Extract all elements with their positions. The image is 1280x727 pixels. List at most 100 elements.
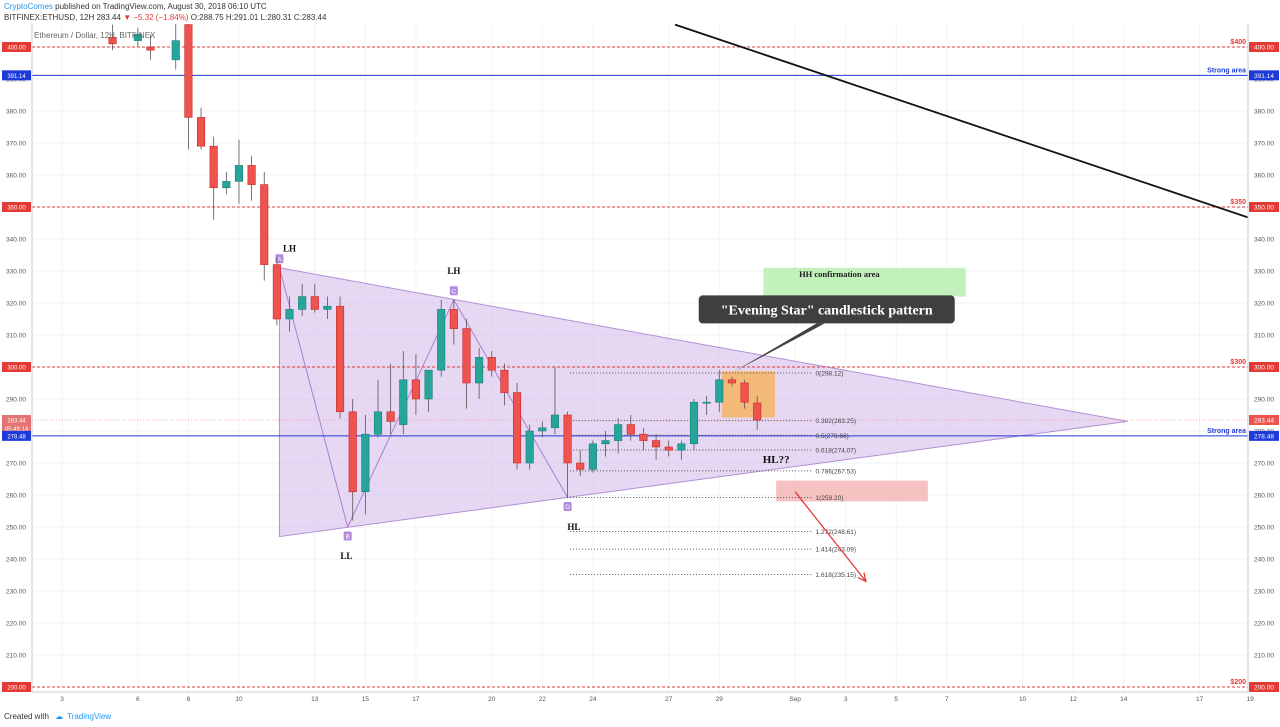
last-price-badge-label: 283.44 bbox=[1254, 417, 1274, 424]
y-tick-label-left: 370.00 bbox=[6, 141, 26, 148]
left-badge bbox=[2, 430, 31, 441]
zone-hh-confirmation bbox=[763, 267, 966, 297]
y-tick-label: 230.00 bbox=[1254, 589, 1274, 596]
candle-down bbox=[272, 264, 281, 320]
candle-up bbox=[133, 33, 142, 41]
candle-up bbox=[424, 369, 433, 400]
price-badge-label: 350.00 bbox=[1254, 205, 1274, 212]
swing-label: HL?? bbox=[763, 454, 790, 466]
footer-brand[interactable]: TradingView bbox=[67, 712, 112, 721]
y-tick-label: 370.00 bbox=[1254, 141, 1274, 148]
x-tick-label: 13 bbox=[311, 696, 319, 703]
price-change: −5.32 (−1.84%) bbox=[133, 13, 189, 22]
candle-up bbox=[234, 165, 244, 182]
chart-header: CryptoComes published on TradingView.com… bbox=[0, 0, 1280, 24]
y-tick-label: 320.00 bbox=[1254, 301, 1274, 308]
x-tick-label: 6 bbox=[136, 696, 140, 703]
callout-pointer bbox=[733, 323, 825, 372]
y-tick-label-left: 360.00 bbox=[6, 173, 26, 180]
x-tick-label: 10 bbox=[235, 696, 243, 703]
author-name[interactable]: CryptoComes bbox=[4, 2, 53, 11]
left-badge bbox=[2, 362, 31, 372]
candle-up bbox=[361, 433, 370, 493]
swing-label: LH bbox=[447, 266, 460, 276]
point-marker-c bbox=[449, 286, 458, 296]
candle-down bbox=[411, 379, 420, 400]
swing-label: LH bbox=[283, 244, 296, 254]
fib-label: 0.618(274.07) bbox=[816, 447, 856, 454]
price-badge bbox=[1249, 70, 1279, 81]
x-tick-label: 24 bbox=[589, 696, 597, 703]
fib-label: 0(298.12) bbox=[816, 371, 844, 378]
candle-down bbox=[664, 446, 673, 451]
price-badge-label: 400.00 bbox=[1254, 45, 1274, 52]
price-badge-label: 200.00 bbox=[1254, 685, 1274, 692]
candle-down bbox=[487, 357, 496, 371]
y-tick-label-left: 310.00 bbox=[6, 333, 26, 340]
swing-label: HL bbox=[567, 522, 580, 532]
y-tick-label-left: 260.00 bbox=[6, 493, 26, 500]
y-tick-label: 220.00 bbox=[1254, 621, 1274, 628]
point-marker-b bbox=[343, 531, 352, 541]
left-badge-label: 350.00 bbox=[7, 206, 26, 212]
footer-created: Created with bbox=[4, 712, 49, 721]
candle-up bbox=[525, 430, 534, 464]
candle-down bbox=[108, 37, 117, 45]
candle-up bbox=[285, 309, 294, 320]
fibonacci-levels: 0(298.12) 0.382(283.25) 0.5(278.66) 0.618(2… bbox=[570, 371, 856, 579]
left-badge bbox=[2, 42, 31, 52]
left-badge-label: 283.44 bbox=[7, 418, 26, 424]
x-tick-label: 8 bbox=[187, 696, 191, 703]
candle-up bbox=[601, 440, 610, 445]
point-label-b: B bbox=[345, 534, 349, 541]
candle-up bbox=[702, 401, 711, 404]
fib-label: 0.5(278.66) bbox=[816, 433, 849, 440]
y-tick-label: 310.00 bbox=[1254, 333, 1274, 340]
level-label: $200 bbox=[1230, 679, 1246, 686]
y-tick-label: 260.00 bbox=[1254, 493, 1274, 500]
candle-up bbox=[222, 181, 231, 189]
price-badge bbox=[1249, 430, 1279, 441]
trendline bbox=[674, 24, 1280, 230]
x-tick-label: 29 bbox=[716, 696, 724, 703]
left-badge bbox=[2, 414, 31, 425]
tradingview-logo-icon: ☁ bbox=[55, 712, 64, 721]
candle-down bbox=[146, 46, 155, 51]
swing-label: LL bbox=[340, 551, 352, 561]
y-tick-label-left: 230.00 bbox=[6, 589, 26, 596]
price-badge bbox=[1249, 682, 1279, 692]
callout-box bbox=[698, 295, 955, 324]
y-tick-label-left: 320.00 bbox=[6, 301, 26, 308]
x-tick-label: 14 bbox=[1120, 696, 1128, 703]
x-tick-label: 10 bbox=[1019, 696, 1027, 703]
y-tick-label: 290.00 bbox=[1254, 397, 1274, 404]
y-tick-label-left: 220.00 bbox=[6, 621, 26, 628]
x-tick-label: Sep bbox=[789, 696, 801, 703]
candle-down bbox=[626, 424, 635, 435]
x-tick-label: 17 bbox=[412, 696, 420, 703]
publish-line: CryptoComes published on TradingView.com… bbox=[4, 1, 267, 12]
y-tick-label: 250.00 bbox=[1254, 525, 1274, 532]
zones bbox=[721, 267, 966, 502]
x-tick-label: 3 bbox=[60, 696, 64, 703]
candle-up bbox=[715, 379, 724, 403]
candle-up bbox=[588, 443, 597, 470]
candle-down bbox=[336, 305, 345, 413]
candle-down bbox=[310, 296, 319, 310]
y-tick-label: 360.00 bbox=[1254, 173, 1274, 180]
x-tick-label: 20 bbox=[488, 696, 496, 703]
last-price: 283.44 bbox=[96, 13, 121, 22]
fib-label: 0.786(267.53) bbox=[816, 468, 856, 475]
candle-down bbox=[512, 392, 522, 464]
left-badge-label: 278.48 bbox=[7, 434, 26, 440]
left-badge-label: 300.00 bbox=[7, 366, 26, 372]
level-label: $350 bbox=[1230, 199, 1246, 206]
chart-title: Ethereum / Dollar, 12H, BITFINEX bbox=[34, 31, 156, 40]
candle-up bbox=[171, 40, 180, 61]
level-label: $300 bbox=[1230, 359, 1246, 366]
chart-footer: Created with ☁ TradingView bbox=[0, 707, 1280, 727]
trendline-layer bbox=[674, 24, 1280, 230]
axes: 210.00210.00220.00220.00230.00230.00240.… bbox=[2, 24, 1280, 707]
point-label-d: D bbox=[565, 504, 570, 511]
